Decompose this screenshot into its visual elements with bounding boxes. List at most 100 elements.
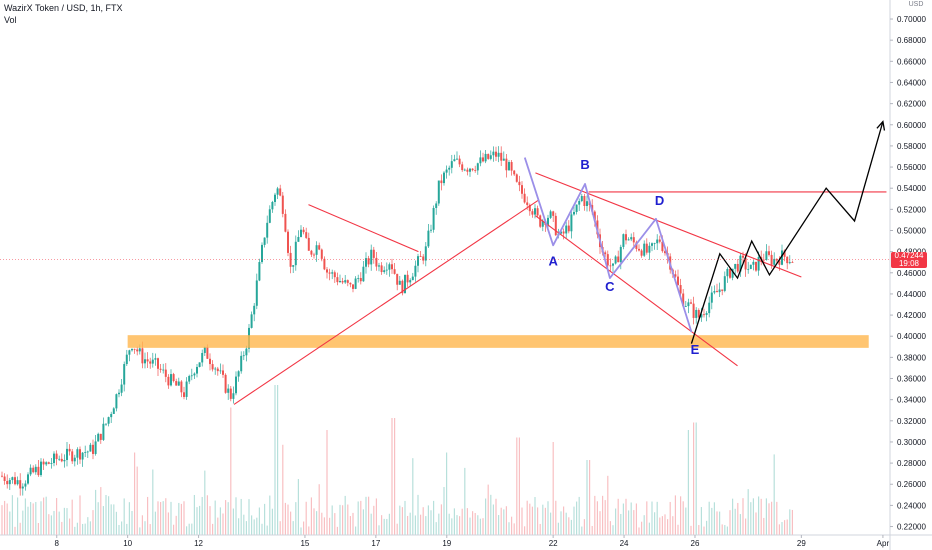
volume-bar: [407, 515, 409, 535]
volume-bar: [134, 452, 136, 535]
candle-body: [718, 289, 721, 293]
volume-bar: [771, 501, 773, 535]
candle-body: [510, 162, 513, 171]
candle-body: [476, 163, 479, 171]
candle-body: [554, 215, 557, 236]
candle-body: [50, 463, 53, 464]
candle-body: [411, 276, 414, 281]
volume-bar: [300, 527, 302, 535]
candle-body: [578, 200, 581, 205]
volume-bar: [11, 495, 13, 535]
candle-body: [76, 449, 79, 458]
candle-body: [401, 280, 404, 294]
volume-bar: [160, 502, 162, 535]
candle-body: [692, 303, 695, 318]
candle-body: [497, 152, 500, 157]
candle-body: [362, 266, 365, 282]
volume-bar: [45, 496, 47, 535]
candle-body: [710, 292, 713, 303]
volume-bars: [1, 385, 793, 535]
candle-body: [515, 174, 518, 182]
y-tick-label: 0.50000: [897, 226, 926, 235]
candle-body: [227, 388, 230, 393]
volume-bar: [591, 525, 593, 535]
volume-bar: [165, 498, 167, 535]
candle-body: [541, 220, 544, 227]
volume-bar: [362, 509, 364, 535]
volume-bar: [199, 505, 201, 535]
volume-bar: [240, 498, 242, 535]
candle-body: [102, 423, 105, 440]
volume-bar: [219, 507, 221, 535]
volume-bar: [721, 524, 723, 535]
candle-body: [201, 352, 204, 363]
candle-body: [552, 211, 555, 216]
volume-bar: [646, 501, 648, 535]
candle-body: [216, 368, 219, 372]
candle-body: [528, 204, 531, 212]
volume-bar: [420, 514, 422, 535]
candle-body: [427, 230, 430, 247]
volume-bar: [40, 501, 42, 535]
volume-bar: [69, 518, 71, 535]
volume-bar: [173, 524, 175, 535]
candle-body: [440, 180, 443, 184]
candle-body: [219, 370, 222, 372]
volume-bar: [487, 484, 489, 535]
y-tick-label: 0.40000: [897, 332, 926, 341]
abcde-wave: [523, 157, 693, 333]
y-tick-label: 0.22000: [897, 523, 926, 532]
volume-bar: [503, 509, 505, 535]
candle-body: [656, 239, 659, 244]
volume-bar: [716, 511, 718, 535]
volume-bar: [459, 516, 461, 535]
volume-bar: [349, 516, 351, 535]
candle-body: [539, 215, 542, 227]
volume-bar: [690, 525, 692, 535]
volume-indicator-label[interactable]: Vol: [4, 15, 17, 25]
volume-bar: [758, 496, 760, 535]
volume-bar: [409, 512, 411, 535]
candle-body: [723, 276, 726, 291]
volume-bar: [747, 489, 749, 535]
candlesticks: [1, 146, 794, 496]
volume-bar: [695, 422, 697, 535]
volume-bar: [537, 507, 539, 535]
candle-body: [482, 157, 484, 162]
volume-bar: [217, 517, 219, 535]
candle-body: [271, 201, 274, 210]
candle-body: [380, 265, 383, 273]
volume-bar: [784, 520, 786, 535]
candle-body: [357, 278, 360, 279]
volume-bar: [264, 503, 266, 535]
volume-bar: [152, 469, 154, 535]
y-tick-label: 0.36000: [897, 375, 926, 384]
volume-bar: [778, 524, 780, 535]
volume-bar: [355, 526, 357, 535]
candle-body: [224, 374, 227, 393]
candle-body: [424, 246, 427, 261]
volume-bar: [607, 475, 609, 535]
candle-body: [284, 213, 287, 232]
candle-body: [744, 257, 747, 270]
candle-body: [24, 483, 27, 487]
candle-body: [404, 274, 406, 294]
candle-body: [684, 306, 687, 307]
candle-body: [105, 423, 107, 425]
candle-body: [193, 373, 196, 376]
volume-bar: [201, 496, 203, 535]
volume-bar: [708, 501, 710, 535]
volume-bar: [50, 515, 52, 535]
candle-body: [713, 291, 716, 293]
volume-bar: [388, 513, 390, 535]
candle-body: [752, 261, 755, 265]
candle-body: [632, 237, 635, 243]
candle-body: [677, 276, 679, 286]
currency-label[interactable]: USD: [908, 1, 924, 8]
candle-body: [27, 474, 29, 484]
drawing-annotations[interactable]: A B C D E: [127, 120, 887, 405]
candle-body: [513, 170, 516, 175]
candle-body: [131, 348, 133, 351]
